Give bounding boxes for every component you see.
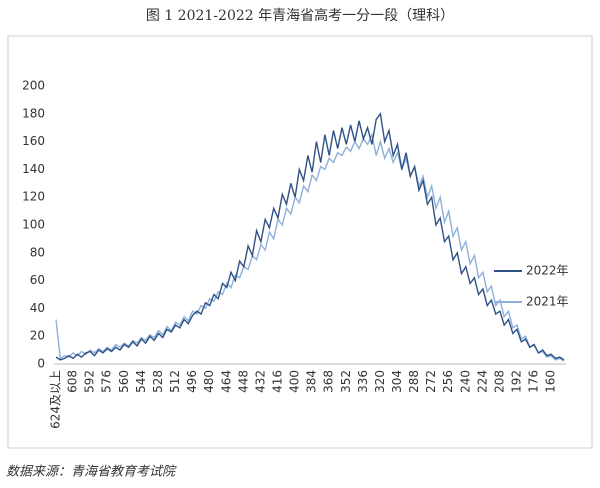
y-tick-label: 0 — [37, 357, 45, 371]
x-tick-label: 592 — [83, 370, 97, 393]
x-tick-label: 528 — [151, 370, 165, 393]
x-tick-label: 608 — [66, 370, 80, 393]
x-tick-label: 368 — [322, 370, 336, 393]
x-tick-label: 400 — [288, 370, 302, 393]
x-tick-label: 496 — [185, 370, 199, 393]
x-tick-label: 192 — [510, 370, 524, 393]
x-tick-label: 512 — [168, 370, 182, 393]
y-tick-label: 140 — [22, 162, 45, 176]
x-tick-label: 288 — [407, 370, 421, 393]
line-series — [55, 132, 565, 362]
x-tick-label: 416 — [270, 370, 284, 393]
x-tick-label: 560 — [117, 370, 131, 393]
x-tick-label: 256 — [441, 370, 455, 393]
x-tick-label: 464 — [219, 370, 233, 393]
x-tick-label: 336 — [356, 370, 370, 393]
x-tick-label: 480 — [202, 370, 216, 393]
chart-frame — [7, 35, 593, 449]
x-tick-label: 576 — [100, 370, 114, 393]
y-tick-label: 40 — [30, 301, 45, 315]
x-tick-label: 384 — [305, 370, 319, 393]
y-tick-label: 120 — [22, 190, 45, 204]
y-tick-label: 200 — [22, 79, 45, 93]
y-tick-label: 20 — [30, 329, 45, 343]
x-tick-label: 160 — [544, 370, 558, 393]
x-tick-label: 208 — [492, 370, 506, 393]
x-tick-label: 432 — [253, 370, 267, 393]
x-tick-label: 272 — [424, 370, 438, 393]
legend-label: 2021年 — [526, 295, 569, 309]
line-series — [55, 112, 565, 361]
y-tick-label: 60 — [30, 273, 45, 287]
x-tick-label: 624及以上 — [49, 370, 63, 429]
x-tick-label: 448 — [236, 370, 250, 393]
y-tick-label: 80 — [30, 245, 45, 259]
x-tick-label: 544 — [134, 370, 148, 393]
x-tick-label: 320 — [373, 370, 387, 393]
x-tick-label: 176 — [527, 370, 541, 393]
y-tick-label: 180 — [22, 106, 45, 120]
legend-label: 2022年 — [526, 264, 569, 278]
source-note: 数据来源：青海省教育考试院 — [6, 464, 177, 480]
x-tick-label: 224 — [475, 370, 489, 393]
x-tick-label: 240 — [458, 370, 472, 393]
chart-title: 图 1 2021-2022 年青海省高考一分一段（理科） — [146, 7, 454, 24]
y-tick-label: 160 — [22, 134, 45, 148]
y-tick-label: 100 — [22, 218, 45, 232]
x-tick-label: 352 — [339, 370, 353, 393]
x-tick-label: 304 — [390, 370, 404, 393]
